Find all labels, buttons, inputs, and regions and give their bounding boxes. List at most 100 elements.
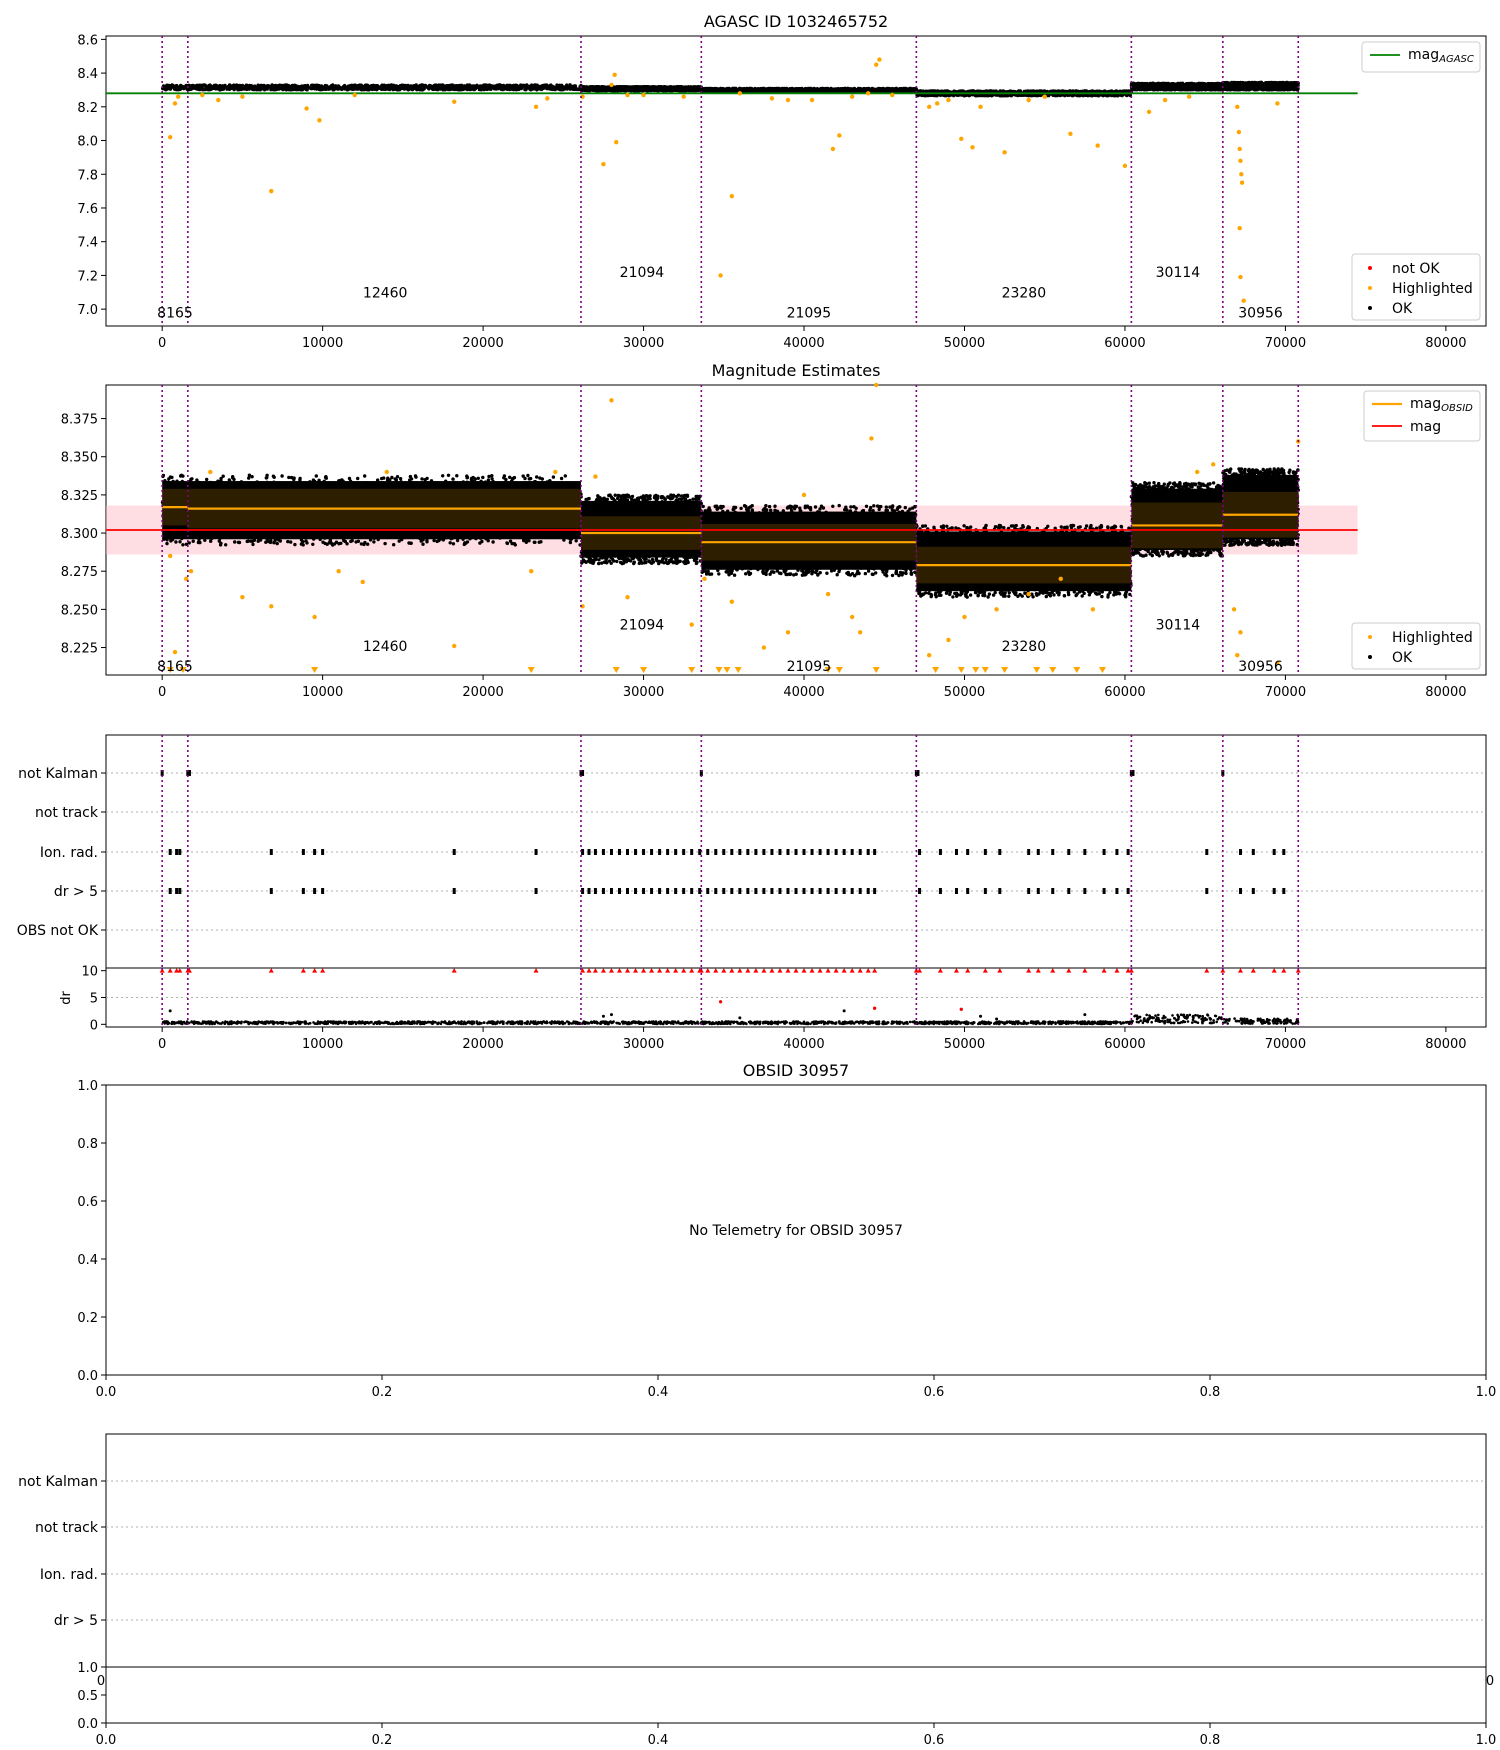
- panel1-xtick-label: 60000: [1104, 336, 1145, 351]
- ok-point: [270, 86, 274, 90]
- ok-point: [427, 87, 431, 91]
- ok-point: [313, 87, 317, 91]
- panel1-ytick-label: 7.6: [77, 202, 98, 217]
- panel1-ytick-label: 8.2: [77, 101, 98, 116]
- panel1-xtick-label: 80000: [1425, 336, 1466, 351]
- ok-point: [267, 85, 271, 89]
- panel1-ytick-label: 7.2: [77, 269, 98, 284]
- ok-point: [563, 85, 568, 89]
- ok-point: [620, 88, 624, 92]
- ok-point: [886, 88, 890, 93]
- ok-point: [803, 88, 807, 92]
- ok-point: [539, 85, 544, 89]
- ok-point: [776, 87, 780, 91]
- ok-point: [381, 87, 385, 91]
- ok-point: [679, 89, 683, 93]
- ok-point: [750, 88, 754, 92]
- ok-point: [871, 87, 875, 91]
- ok-point: [164, 87, 168, 91]
- ok-point: [478, 85, 482, 89]
- ok-point: [691, 89, 695, 93]
- ok-point: [728, 88, 732, 92]
- ok-point: [337, 86, 341, 91]
- ok-point: [592, 86, 596, 90]
- ok-point: [418, 87, 422, 91]
- ok-point: [409, 86, 413, 90]
- ok-point: [196, 84, 200, 88]
- ok-point: [374, 84, 378, 88]
- ok-point: [524, 85, 528, 89]
- ok-point: [674, 87, 678, 91]
- ok-point: [359, 84, 363, 88]
- panel1-ytick-label: 8.4: [77, 67, 98, 82]
- panel1-xtick-label: 70000: [1265, 336, 1306, 351]
- ok-point: [571, 87, 575, 91]
- ok-point: [898, 87, 902, 91]
- ok-point: [452, 86, 456, 90]
- ok-point: [276, 86, 280, 90]
- ok-point: [490, 86, 494, 90]
- ok-points-cloud: [579, 85, 703, 93]
- ok-point: [480, 85, 484, 89]
- ok-point: [439, 83, 443, 87]
- ok-point: [304, 85, 308, 89]
- ok-point: [353, 84, 357, 88]
- ok-point: [806, 89, 810, 93]
- panel1-xtick-label: 0: [158, 336, 166, 351]
- ok-point: [629, 87, 633, 91]
- ok-point: [583, 85, 587, 89]
- ok-point: [761, 89, 765, 93]
- ok-point: [719, 88, 724, 92]
- ok-point: [380, 84, 384, 88]
- ok-point: [235, 83, 239, 87]
- ok-point: [651, 88, 655, 92]
- ok-point: [321, 85, 325, 89]
- ok-point: [259, 84, 263, 88]
- ok-point: [231, 85, 235, 89]
- panel1-xtick-label: 40000: [783, 336, 824, 351]
- ok-point: [656, 87, 660, 92]
- ok-point: [221, 84, 225, 88]
- ok-point: [864, 88, 868, 92]
- ok-point: [794, 88, 798, 92]
- ok-point: [616, 86, 621, 90]
- ok-point: [545, 86, 550, 90]
- ok-point: [359, 87, 363, 91]
- ok-point: [285, 83, 289, 87]
- ok-point: [366, 85, 370, 89]
- ok-point: [445, 84, 449, 88]
- ok-point: [646, 89, 650, 93]
- ok-point: [372, 87, 376, 91]
- ok-point: [780, 88, 785, 92]
- ok-point: [643, 85, 647, 89]
- ok-point: [415, 88, 419, 92]
- ok-point: [173, 87, 177, 91]
- ok-point: [431, 87, 435, 92]
- ok-point: [709, 89, 713, 93]
- ok-point: [652, 85, 656, 89]
- ok-point: [791, 89, 795, 93]
- panel1-ytick-label: 8.6: [77, 33, 98, 48]
- ok-point: [530, 83, 534, 87]
- ok-point: [910, 88, 914, 93]
- ok-point: [214, 87, 218, 91]
- ok-point: [165, 83, 169, 87]
- ok-point: [238, 88, 242, 92]
- ok-point: [878, 87, 882, 91]
- ok-point: [245, 87, 249, 91]
- ok-point: [696, 86, 701, 90]
- panel1-ytick-label: 7.0: [77, 303, 98, 318]
- ok-point: [559, 87, 563, 91]
- ok-point: [537, 85, 541, 89]
- ok-point: [350, 87, 354, 91]
- ok-point: [366, 87, 370, 92]
- ok-point: [667, 85, 672, 89]
- ok-point: [376, 87, 380, 91]
- ok-point: [180, 85, 185, 89]
- ok-point: [464, 86, 468, 90]
- ok-point: [856, 86, 861, 91]
- ok-point: [395, 84, 399, 88]
- ok-point: [722, 89, 726, 93]
- panel1-ytick-label: 7.8: [77, 168, 98, 183]
